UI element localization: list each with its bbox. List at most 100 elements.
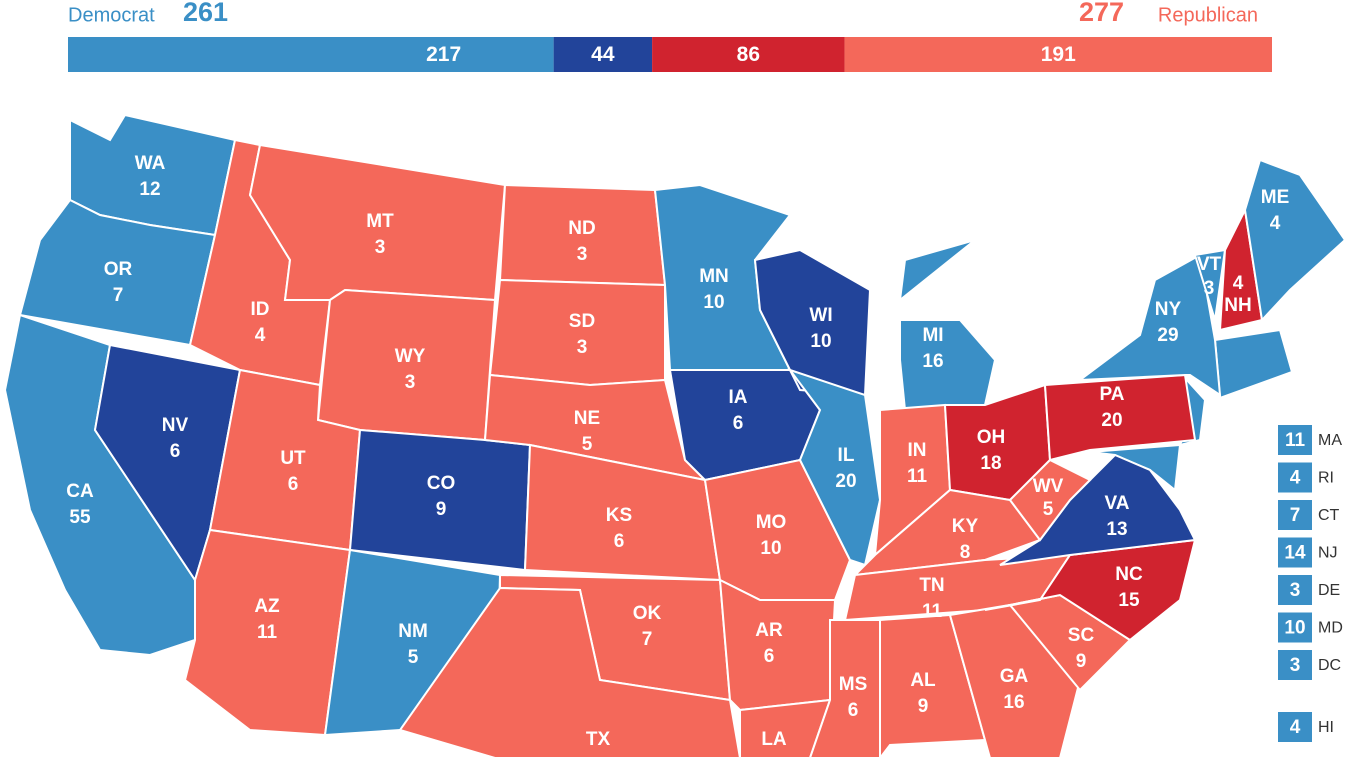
small-state-votes: 10 [1284, 618, 1305, 639]
state-label: SC [1068, 625, 1095, 646]
rep-label: Republican [1158, 4, 1258, 26]
state-label: MS [839, 674, 868, 695]
small-state-votes: 14 [1284, 543, 1306, 564]
state-votes: 9 [918, 696, 929, 717]
state-label: TX [586, 729, 611, 750]
state-label: GA [1000, 666, 1029, 687]
state-votes: 10 [760, 538, 781, 559]
state-votes: 3 [375, 237, 386, 258]
state-label: VT [1197, 254, 1222, 275]
state-label: IA [729, 387, 748, 408]
state-votes: 7 [642, 629, 653, 650]
state-votes: 20 [835, 471, 856, 492]
state-shape [787, 368, 882, 567]
state-votes: 5 [408, 647, 419, 668]
state-label: OH [977, 427, 1006, 448]
state-votes: 4 [255, 325, 266, 346]
state-label: AR [755, 620, 783, 641]
state-votes: 16 [1003, 692, 1024, 713]
state-label: AZ [254, 596, 280, 617]
small-state-label: HI [1318, 719, 1334, 736]
state-label: MN [699, 266, 729, 287]
state-shape [398, 586, 742, 758]
bar-segment [553, 37, 653, 72]
state-votes: 11 [257, 622, 278, 643]
state-label: PA [1100, 384, 1125, 405]
small-state-box [1278, 650, 1312, 680]
small-state-box [1278, 575, 1312, 605]
state-shape [899, 319, 997, 412]
state-votes: 7 [113, 285, 124, 306]
small-state-votes: 4 [1290, 468, 1301, 489]
state-label: SD [569, 311, 595, 332]
state-votes: 20 [1101, 410, 1122, 431]
state-shape [488, 278, 666, 387]
state-label: TN [919, 575, 944, 596]
small-state-label: DC [1318, 657, 1341, 674]
state-shape [1193, 248, 1227, 321]
state-label: MI [922, 325, 943, 346]
state-votes: 8 [960, 542, 971, 563]
small-state-votes: 3 [1290, 580, 1301, 601]
state-votes: 12 [139, 179, 160, 200]
state-label: OR [104, 259, 133, 280]
states [3, 113, 1347, 758]
state-votes: 10 [703, 292, 724, 313]
state-label: VA [1105, 493, 1130, 514]
state-shape [718, 578, 837, 712]
state-shape [739, 698, 832, 758]
small-state-label: DE [1318, 582, 1340, 599]
state-shape [1076, 253, 1222, 397]
state-label: AL [910, 670, 936, 691]
state-label: NH [1224, 295, 1251, 316]
mi-upper [898, 239, 976, 303]
state-label: ME [1261, 187, 1290, 208]
small-state-box [1278, 537, 1312, 568]
rep-total: 277 [1079, 0, 1124, 27]
small-state-box [1278, 500, 1312, 530]
state-votes: 3 [577, 244, 588, 265]
bar-label: 86 [737, 43, 760, 66]
state-votes: 5 [582, 434, 593, 455]
bar-segment [652, 37, 845, 72]
state-label: NE [574, 408, 600, 429]
state-votes: 10 [810, 331, 831, 352]
state-label: ND [568, 218, 595, 239]
state-label: KS [606, 505, 632, 526]
small-state-votes: 3 [1290, 655, 1301, 676]
state-shape [1008, 458, 1092, 542]
state-votes: 15 [1118, 590, 1140, 611]
small-state-label: MD [1318, 620, 1343, 637]
dem-label: Democrat [68, 4, 155, 26]
state-label: NV [162, 415, 189, 436]
new-england-small [1213, 328, 1294, 400]
state-votes: 4 [1270, 213, 1281, 234]
state-votes: 6 [848, 700, 859, 721]
state-votes: 16 [922, 351, 943, 372]
bar-label: 217 [426, 43, 461, 66]
small-state-box [1278, 462, 1312, 493]
state-votes: 6 [170, 441, 181, 462]
state-label: CA [66, 481, 94, 502]
state-votes: 11 [907, 466, 928, 487]
state-label: NY [1155, 299, 1182, 320]
state-label: NM [398, 621, 428, 642]
small-state-box [1278, 712, 1312, 742]
state-label: MO [756, 512, 787, 533]
state-votes: 9 [436, 499, 447, 520]
state-votes: 3 [1204, 278, 1215, 299]
state-label: WA [135, 153, 166, 174]
state-shape [984, 538, 1197, 642]
state-label: CO [427, 473, 456, 494]
state-votes: 3 [577, 337, 588, 358]
state-label: OK [633, 603, 662, 624]
state-label: NC [1115, 564, 1143, 585]
state-label: KY [952, 516, 979, 537]
small-state-votes: 4 [1290, 717, 1301, 738]
state-votes: 6 [733, 413, 744, 434]
state-votes: 11 [922, 601, 943, 622]
bar-segment [844, 37, 1272, 72]
state-shape [879, 613, 987, 758]
